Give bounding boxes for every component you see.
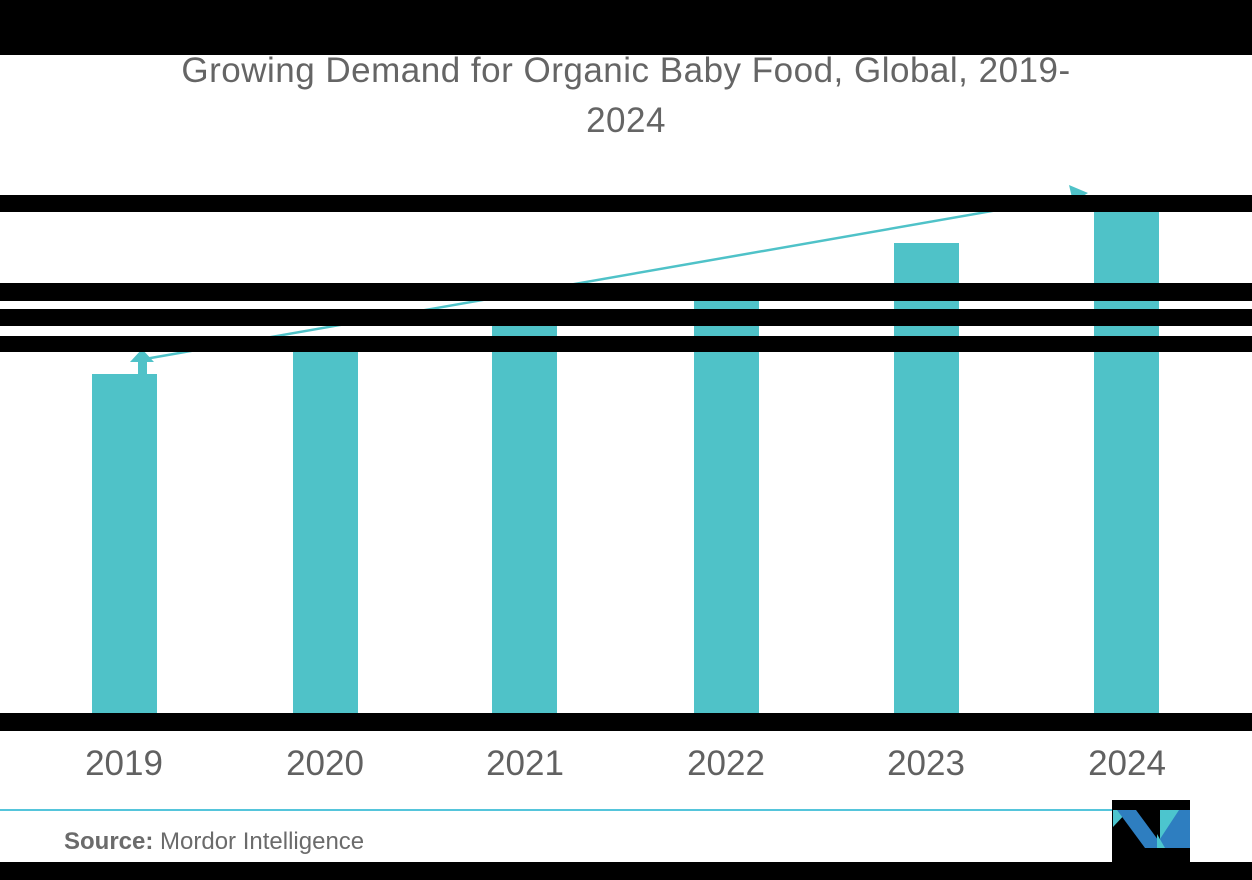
bar-2021 — [492, 318, 557, 719]
source-label: Source: — [64, 828, 154, 855]
x-axis-label-2023: 2023 — [887, 744, 965, 783]
x-axis-label-2024: 2024 — [1088, 744, 1166, 783]
x-axis-label-2019: 2019 — [85, 744, 163, 783]
trend-line — [144, 194, 1079, 361]
start-arrow-shaft — [138, 358, 147, 375]
glitch-stripe — [0, 862, 1252, 880]
chart-title: Growing Demand for Organic Baby Food, Gl… — [0, 46, 1252, 146]
glitch-stripe — [0, 336, 1252, 352]
glitch-stripe — [0, 713, 1252, 731]
chart-title-line2: 2024 — [586, 101, 666, 140]
logo-diagonal-blue-shape — [1117, 810, 1164, 848]
source-value: Mordor Intelligence — [153, 828, 365, 855]
source-note: Source: Mordor Intelligence — [64, 827, 364, 857]
x-axis-label-2022: 2022 — [687, 744, 765, 783]
start-arrowhead-icon — [130, 349, 154, 362]
bar-2022 — [694, 283, 759, 719]
source-divider-line — [0, 809, 1112, 811]
glitch-stripe — [0, 195, 1252, 212]
chart-title-line1: Growing Demand for Organic Baby Food, Gl… — [181, 51, 1071, 90]
glitch-stripe — [0, 283, 1252, 301]
mordor-intelligence-logo — [1112, 800, 1190, 867]
glitch-stripe — [0, 0, 1252, 55]
bar-2020 — [293, 348, 358, 719]
x-axis-label-2021: 2021 — [486, 744, 564, 783]
logo-valley-teal-shape — [1157, 834, 1165, 848]
bar-2019 — [92, 374, 157, 719]
logo-middle-teal-shape — [1160, 810, 1179, 839]
x-axis-label-2020: 2020 — [286, 744, 364, 783]
glitch-stripe — [0, 309, 1252, 326]
